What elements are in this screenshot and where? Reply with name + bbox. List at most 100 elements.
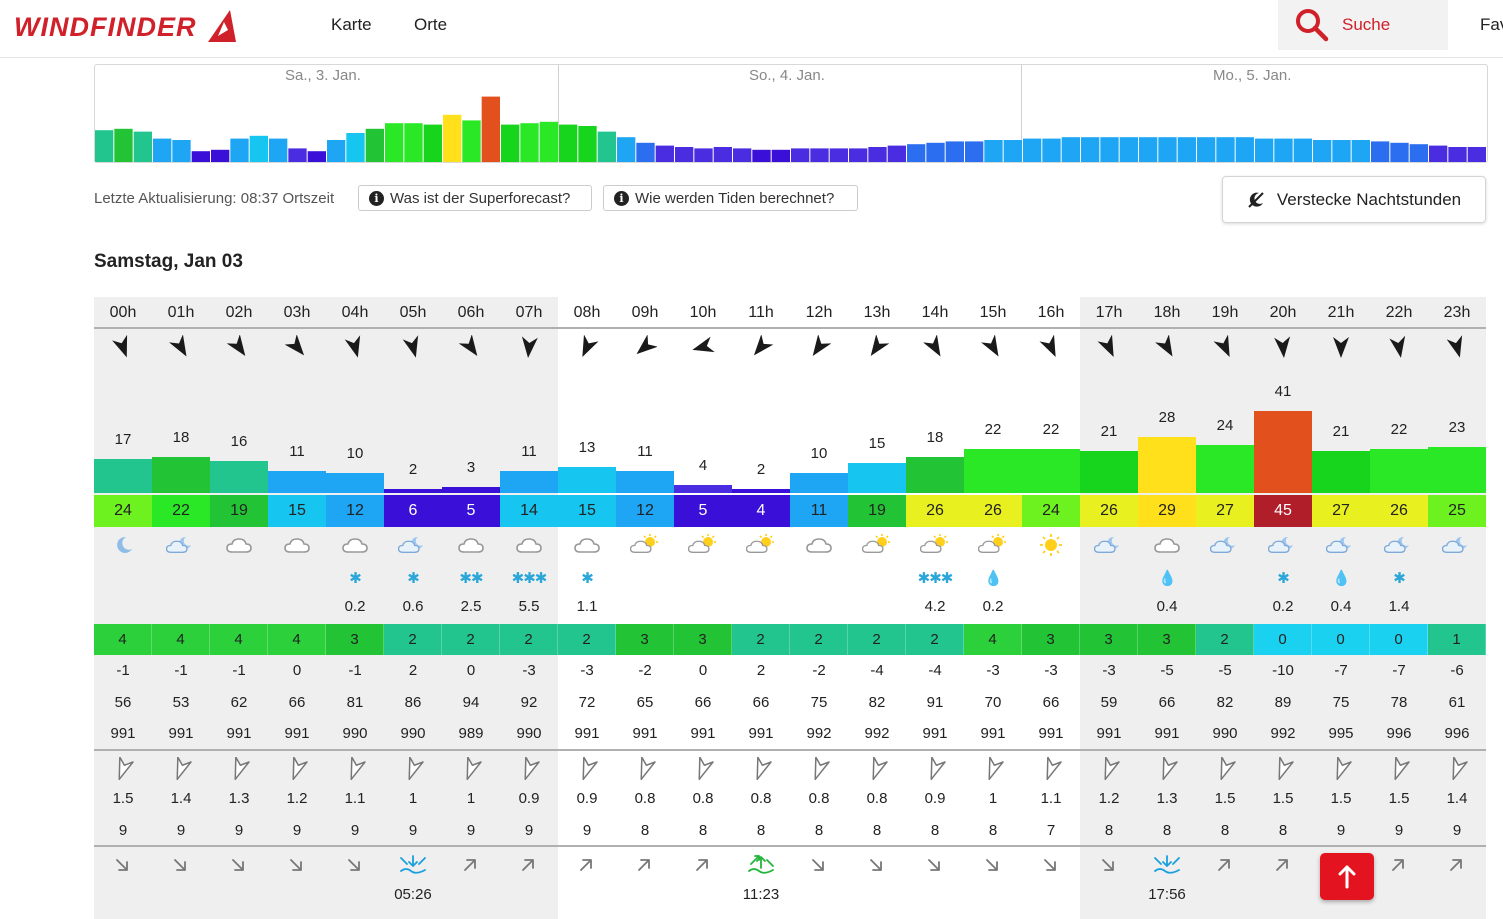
overview-bar (1177, 137, 1196, 162)
night-cloudy-icon (165, 534, 196, 556)
wind-speed-bar (384, 489, 442, 493)
wave-height-value: 1.5 (1214, 790, 1236, 807)
pressure-value: 991 (1096, 725, 1122, 742)
wind-gust-value: 27 (1196, 495, 1254, 527)
overview-bar (887, 145, 906, 162)
partly-sunny-icon (861, 534, 892, 556)
overview-bar (1332, 140, 1351, 162)
cloud-icon (804, 534, 834, 556)
tide-falling-icon (341, 854, 369, 876)
temperature-value: 0 (292, 662, 302, 679)
overview-day-divider (1021, 65, 1022, 161)
precipitation-icon: ✱ (1393, 570, 1406, 587)
overview-bar (945, 141, 964, 162)
windfinder-logo[interactable]: WINDFINDER (14, 8, 240, 46)
pressure-value: 990 (516, 725, 542, 742)
wave-period-value: 9 (408, 822, 418, 839)
overview-strip[interactable]: Sa., 3. Jan. So., 4. Jan. Mo., 5. Jan. (94, 64, 1488, 163)
overview-bar (307, 151, 326, 162)
precipitation-value: 1.4 (1388, 598, 1410, 615)
wave-direction-icon (517, 756, 541, 781)
precipitation-value: 0.2 (1272, 598, 1294, 615)
hour-label: 00h (94, 297, 152, 329)
scroll-to-top-button[interactable] (1320, 853, 1374, 900)
wind-direction-arrow-icon (1155, 334, 1179, 359)
beaufort-value: 2 (384, 624, 442, 655)
temperature-value: 2 (756, 662, 766, 679)
wind-gust-value: 15 (268, 495, 326, 527)
overview-bar (752, 149, 771, 162)
overview-bar (365, 128, 384, 162)
night-cloudy-icon (1093, 534, 1124, 556)
temperature-value: -1 (116, 662, 130, 679)
wind-direction-arrow-icon (691, 335, 715, 359)
temperature-value: -3 (986, 662, 1000, 679)
search-button[interactable]: Suche (1278, 0, 1448, 50)
favorites-link[interactable]: Fav (1480, 15, 1503, 34)
beaufort-value: 3 (616, 624, 674, 655)
overview-bar (1042, 138, 1061, 162)
wave-height-value: 1.1 (1040, 790, 1062, 807)
hour-column: 06h 3 5 ✱✱ 2.5 2 0 94 989 1 9 (442, 297, 500, 919)
hour-label: 05h (384, 297, 442, 329)
wave-period-value: 9 (118, 822, 128, 839)
nav-orte[interactable]: Orte (414, 15, 448, 34)
beaufort-value: 4 (964, 624, 1022, 655)
hour-column: 17h 21 26 3 -3 59 991 1.2 8 (1080, 297, 1138, 919)
tides-info-button[interactable]: i Wie werden Tiden berechnet? (603, 185, 858, 211)
superforecast-info-button[interactable]: i Was ist der Superforecast? (358, 185, 592, 211)
wave-direction-icon (633, 756, 657, 781)
precipitation-icon: ✱ (407, 570, 420, 587)
hour-label: 21h (1312, 297, 1370, 329)
wave-direction-icon (865, 756, 889, 781)
overview-bar (578, 126, 597, 162)
wind-speed-bar (848, 463, 906, 493)
moon-eye-icon (1248, 191, 1264, 208)
temperature-value: -10 (1272, 662, 1294, 679)
overview-bar (1235, 137, 1254, 162)
tide-falling-icon (283, 854, 311, 876)
info-icon: i (614, 190, 629, 206)
beaufort-value: 2 (790, 624, 848, 655)
row-divider (94, 749, 1486, 751)
pressure-value: 991 (1154, 725, 1180, 742)
night-cloudy-icon (1267, 534, 1298, 556)
precipitation-value: 0.4 (1330, 598, 1352, 615)
overview-bar (133, 131, 152, 162)
pressure-value: 991 (226, 725, 252, 742)
last-update-text: Letzte Aktualisierung: 08:37 Ortszeit (94, 190, 335, 207)
overview-bar (288, 148, 307, 162)
overview-bar (926, 142, 945, 162)
wave-height-value: 1.2 (286, 790, 308, 807)
wind-gust-value: 15 (558, 495, 616, 527)
tide-rising-icon (515, 854, 543, 876)
humidity-value: 66 (1042, 694, 1060, 711)
humidity-value: 75 (810, 694, 828, 711)
precipitation-value: 0.2 (344, 598, 366, 615)
beaufort-value: 2 (500, 624, 558, 655)
overview-bar (617, 137, 636, 162)
precipitation-value: 2.5 (460, 598, 482, 615)
hour-label: 23h (1428, 297, 1486, 329)
nav-karte[interactable]: Karte (331, 15, 372, 34)
moon-icon (108, 534, 138, 556)
wind-speed-value: 4 (698, 457, 708, 474)
search-label: Suche (1342, 15, 1391, 34)
tide-falling-icon (225, 854, 253, 876)
overview-bar (1409, 144, 1428, 162)
pressure-value: 991 (1038, 725, 1064, 742)
overview-bar (269, 138, 288, 162)
wave-period-value: 9 (524, 822, 534, 839)
pressure-value: 991 (690, 725, 716, 742)
pressure-value: 992 (1270, 725, 1296, 742)
wind-speed-bar (906, 457, 964, 493)
pressure-value: 995 (1328, 725, 1354, 742)
hide-night-hours-button[interactable]: Verstecke Nachtstunden (1222, 176, 1486, 223)
tide-rising-icon (457, 854, 485, 876)
hour-column: 16h 22 24 3 -3 66 991 1.1 7 (1022, 297, 1080, 919)
info-icon: i (369, 190, 384, 206)
wind-direction-arrow-icon (1445, 335, 1469, 359)
beaufort-value: 2 (732, 624, 790, 655)
wind-direction-arrow-icon (923, 334, 947, 359)
hour-label: 12h (790, 297, 848, 329)
